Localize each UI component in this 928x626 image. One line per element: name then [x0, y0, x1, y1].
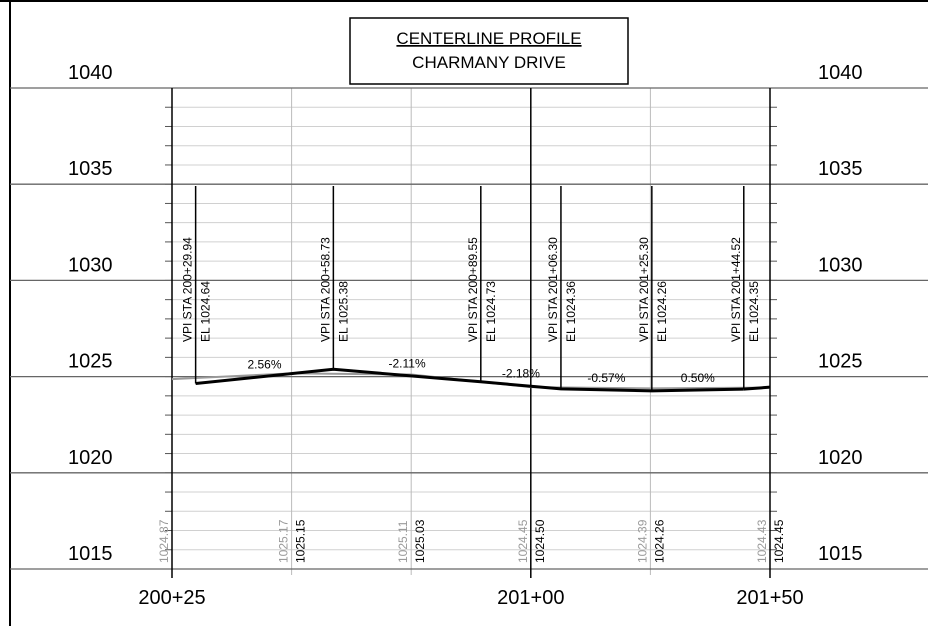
existing-elevation-label: 1024.43: [755, 519, 769, 563]
grade-label: 0.50%: [681, 371, 715, 385]
existing-elevation-label: 1024.45: [516, 519, 530, 563]
y-tick-label-left: 1030: [68, 254, 113, 276]
y-tick-label-right: 1040: [818, 62, 863, 84]
y-tick-label-right: 1020: [818, 447, 863, 469]
grade-label: -0.57%: [587, 371, 625, 385]
y-tick-label-right: 1035: [818, 158, 863, 180]
vpi-station-label: VPI STA 201+06.30: [546, 237, 560, 342]
vpi-station-label: VPI STA 201+44.52: [729, 237, 743, 342]
subtitle: CHARMANY DRIVE: [412, 53, 566, 72]
vpi-elevation-label: EL 1024.64: [199, 281, 213, 342]
proposed-grade-line: [195, 367, 744, 393]
grade-label: 2.56%: [247, 357, 281, 371]
proposed-elevation-label: 1024.45: [772, 519, 786, 563]
y-tick-label-left: 1035: [68, 158, 113, 180]
vpi-elevation-label: EL 1024.35: [747, 281, 761, 342]
existing-elevation-label: 1025.17: [277, 519, 291, 563]
grade-label: -2.18%: [502, 366, 540, 380]
y-tick-label-left: 1015: [68, 543, 113, 565]
x-tick-label: 200+25: [138, 587, 205, 609]
marks: VPI STA 200+29.94 EL 1024.64 VPI STA 200+5…: [157, 186, 786, 563]
vpi-station-label: VPI STA 201+25.30: [637, 237, 651, 342]
vpi-station-label: VPI STA 200+58.73: [318, 237, 332, 342]
y-tick-label-left: 1040: [68, 62, 113, 84]
grade-label: -2.11%: [389, 357, 426, 371]
vpi-elevation-label: EL 1024.73: [484, 281, 498, 342]
title-box: [349, 17, 629, 85]
existing-elevation-label: 1025.11: [396, 520, 410, 563]
grid: 1015 1015 1020 1020 1025 1025 1030 1030 1035 1035…: [10, 62, 928, 609]
vpi-station-label: VPI STA 200+29.94: [181, 237, 195, 342]
existing-elevation-label: 1024.39: [635, 519, 649, 563]
y-tick-label-right: 1015: [818, 543, 863, 565]
x-tick-label: 201+00: [497, 587, 564, 609]
x-tick-label: 201+50: [736, 587, 803, 609]
vpi-station-label: VPI STA 200+89.55: [466, 237, 480, 342]
y-tick-label-left: 1020: [68, 447, 113, 469]
y-tick-label-right: 1030: [818, 254, 863, 276]
vpi-elevation-label: EL 1024.36: [564, 281, 578, 342]
existing-elevation-label: 1024.87: [157, 519, 171, 563]
y-tick-label-left: 1025: [68, 351, 113, 373]
title: CENTERLINE PROFILE: [396, 29, 581, 48]
proposed-grade-tail: [743, 385, 771, 391]
vpi-elevation-label: EL 1025.38: [336, 281, 350, 342]
proposed-elevation-label: 1025.03: [413, 519, 427, 563]
vpi-elevation-label: EL 1024.26: [655, 281, 669, 342]
proposed-elevation-label: 1024.50: [533, 519, 547, 563]
y-tick-label-right: 1025: [818, 351, 863, 373]
proposed-elevation-label: 1025.15: [294, 519, 308, 563]
proposed-elevation-label: 1024.26: [652, 519, 666, 563]
